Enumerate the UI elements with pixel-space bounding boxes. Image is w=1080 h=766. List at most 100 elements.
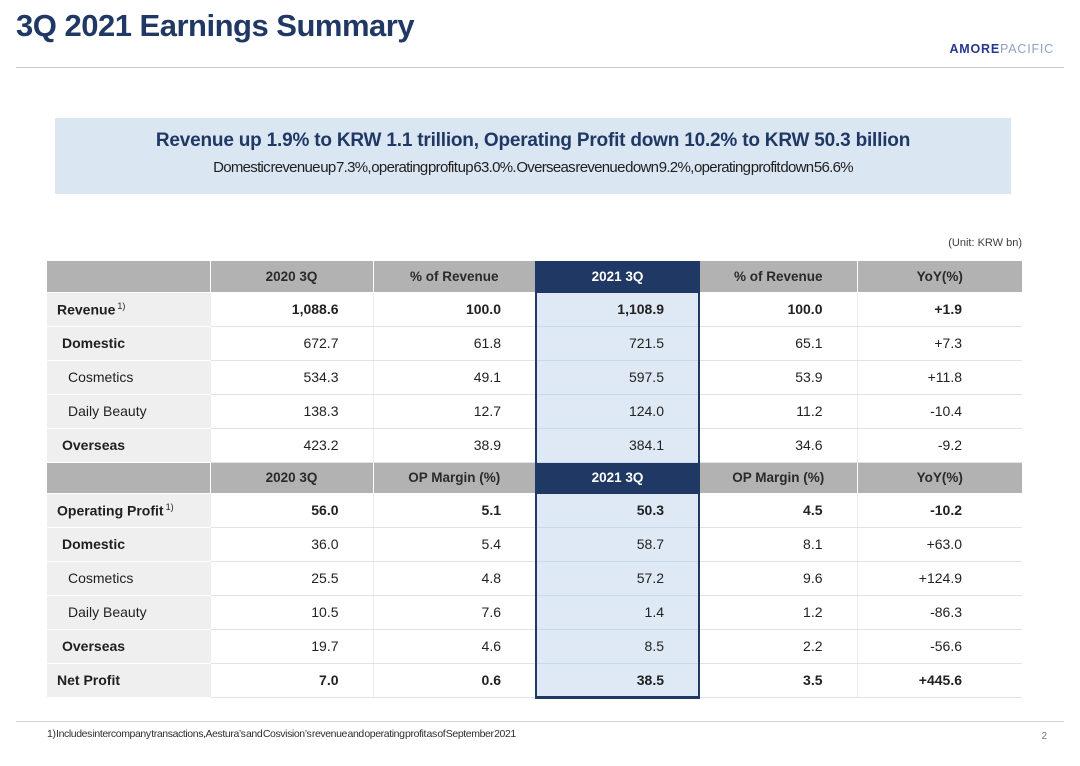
- cell-value: 2.2: [698, 629, 857, 664]
- footer-divider: [16, 721, 1064, 722]
- column-header: % of Revenue: [372, 261, 536, 293]
- cell-value: 138.3: [209, 394, 373, 429]
- row-label: Operating Profit 1): [47, 493, 210, 528]
- cell-value: 34.6: [698, 428, 857, 463]
- column-header: 2020 3Q: [209, 462, 373, 494]
- cell-value: 61.8: [372, 326, 536, 361]
- row-label: Daily Beauty: [47, 394, 210, 429]
- table-row: Overseas 423.2 38.9 384.1 34.6 -9.2: [47, 428, 1022, 463]
- cell-value-2021: 124.0: [535, 394, 700, 429]
- row-label: Overseas: [47, 428, 210, 463]
- cell-value-2021: 384.1: [535, 428, 700, 463]
- highlight-headline: Revenue up 1.9% to KRW 1.1 trillion, Ope…: [155, 130, 911, 151]
- cell-value: 10.5: [209, 595, 373, 630]
- cell-value: 53.9: [698, 360, 857, 395]
- column-header: OP Margin (%): [698, 462, 857, 494]
- cell-value: 3.5: [698, 663, 857, 698]
- column-header: YoY(%): [856, 261, 1022, 293]
- column-header: [47, 261, 210, 293]
- cell-value: +63.0: [856, 527, 1022, 562]
- row-label: Revenue 1): [47, 292, 210, 327]
- cell-value: 5.4: [372, 527, 536, 562]
- cell-value: 100.0: [698, 292, 857, 327]
- earnings-table: 2020 3Q% of Revenue 2021 3Q% of Revenue Yo…: [47, 261, 1022, 699]
- table-row: Operating Profit 1) 56.0 5.1 50.3 4.5 -10.2: [47, 493, 1022, 528]
- cell-value-2021: 8.5: [535, 629, 700, 664]
- cell-value: +11.8: [856, 360, 1022, 395]
- table-row: Daily Beauty 10.5 7.6 1.4 1.2 -86.3: [47, 595, 1022, 630]
- cell-value: +7.3: [856, 326, 1022, 361]
- table-row: Net Profit 7.0 0.6 38.5 3.5 +445.6: [47, 663, 1022, 699]
- highlight-subline: Domestic revenue up 7.3%, operating prof…: [213, 159, 854, 176]
- cell-value-2021: 50.3: [535, 493, 700, 528]
- cell-value: +124.9: [856, 561, 1022, 596]
- cell-value: +445.6: [856, 663, 1022, 698]
- amorepacific-logo: AMOREPACIFIC: [949, 42, 1054, 56]
- column-header: OP Margin (%): [372, 462, 536, 494]
- column-header-2021: 2021 3Q: [535, 462, 700, 494]
- cell-value: 7.0: [209, 663, 373, 698]
- cell-value: 19.7: [209, 629, 373, 664]
- cell-value: -10.2: [856, 493, 1022, 528]
- cell-value: -9.2: [856, 428, 1022, 463]
- cell-value: 0.6: [372, 663, 536, 698]
- cell-value: -10.4: [856, 394, 1022, 429]
- table-row: Domestic 36.0 5.4 58.7 8.1 +63.0: [47, 527, 1022, 562]
- table-row: Daily Beauty 138.3 12.7 124.0 11.2 -10.4: [47, 394, 1022, 429]
- page-title: 3Q 2021 Earnings Summary: [16, 8, 415, 43]
- cell-value: 36.0: [209, 527, 373, 562]
- earnings-table-body: 2020 3Q% of Revenue 2021 3Q% of Revenue Yo…: [47, 261, 1022, 699]
- cell-value: 423.2: [209, 428, 373, 463]
- cell-value: +1.9: [856, 292, 1022, 327]
- row-label: Cosmetics: [47, 360, 210, 395]
- cell-value: 49.1: [372, 360, 536, 395]
- cell-value: 4.8: [372, 561, 536, 596]
- cell-value: 7.6: [372, 595, 536, 630]
- logo-text-amore: AMORE: [949, 42, 1001, 56]
- column-header: % of Revenue: [698, 261, 857, 293]
- cell-value-2021: 597.5: [535, 360, 700, 395]
- cell-value: 56.0: [209, 493, 373, 528]
- table-row: Domestic 672.7 61.8 721.5 65.1 +7.3: [47, 326, 1022, 361]
- footnote-marker: 1): [165, 501, 174, 512]
- cell-value: 4.6: [372, 629, 536, 664]
- unit-label: (Unit: KRW bn): [948, 237, 1022, 249]
- cell-value: 65.1: [698, 326, 857, 361]
- table-row: Cosmetics 534.3 49.1 597.5 53.9 +11.8: [47, 360, 1022, 395]
- row-label: Domestic: [47, 527, 210, 562]
- logo-text-pacific: PACIFIC: [1000, 42, 1054, 56]
- row-label: Daily Beauty: [47, 595, 210, 630]
- row-label: Net Profit: [47, 663, 210, 698]
- table-header-row: 2020 3Q OP Margin (%) 2021 3Q OP Margin (%)…: [47, 462, 1022, 494]
- cell-value: 4.5: [698, 493, 857, 528]
- cell-value-2021: 38.5: [535, 663, 700, 699]
- cell-value: 5.1: [372, 493, 536, 528]
- cell-value-2021: 721.5: [535, 326, 700, 361]
- cell-value: 38.9: [372, 428, 536, 463]
- cell-value: -86.3: [856, 595, 1022, 630]
- column-header: [47, 462, 210, 494]
- cell-value-2021: 57.2: [535, 561, 700, 596]
- row-label: Overseas: [47, 629, 210, 664]
- table-header-row: 2020 3Q% of Revenue 2021 3Q% of Revenue Yo…: [47, 261, 1022, 293]
- cell-value: -56.6: [856, 629, 1022, 664]
- row-label: Domestic: [47, 326, 210, 361]
- cell-value-2021: 58.7: [535, 527, 700, 562]
- cell-value: 8.1: [698, 527, 857, 562]
- cell-value: 1,088.6: [209, 292, 373, 327]
- cell-value: 11.2: [698, 394, 857, 429]
- cell-value: 100.0: [372, 292, 536, 327]
- highlight-box: Revenue up 1.9% to KRW 1.1 trillion, Ope…: [55, 118, 1011, 194]
- cell-value: 9.6: [698, 561, 857, 596]
- cell-value: 25.5: [209, 561, 373, 596]
- column-header: YoY(%): [856, 462, 1022, 494]
- row-label: Cosmetics: [47, 561, 210, 596]
- header-divider: [16, 67, 1064, 68]
- cell-value-2021: 1.4: [535, 595, 700, 630]
- cell-value: 672.7: [209, 326, 373, 361]
- footnote: 1) Includes intercompany transactions, A…: [47, 728, 516, 740]
- page-number: 2: [1041, 731, 1047, 742]
- table-row: Revenue 1) 1,088.6 100.0 1,108.9 100.0 +1.9: [47, 292, 1022, 327]
- column-header: 2020 3Q: [209, 261, 373, 293]
